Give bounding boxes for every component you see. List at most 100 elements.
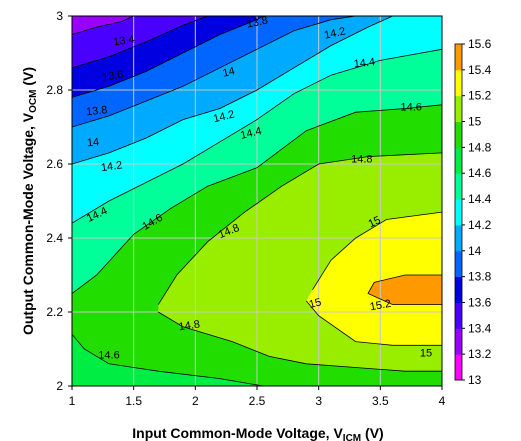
x-axis-title: Input Common-Mode Voltage, VICM (V) [132, 425, 383, 441]
contour-lines [72, 16, 442, 386]
contour-line-14-6 [72, 333, 264, 386]
contour-line-13-8 [72, 16, 264, 98]
colorbar-label: 13.8 [468, 270, 492, 284]
contour-line-14-6 [72, 104, 442, 294]
colorbar-label: 13.6 [468, 295, 492, 309]
colorbar-swatch [455, 147, 462, 174]
colorbar-label: 14.4 [468, 192, 492, 206]
colorbar-label: 15.6 [468, 37, 492, 51]
x-tick-label: 1.5 [125, 394, 142, 408]
contour-line-13-6 [72, 16, 208, 69]
colorbar-swatch [455, 250, 462, 278]
contour-label: 14.6 [400, 102, 421, 114]
contour-label-text: 13.8 [245, 14, 268, 30]
contour-label: 14 [86, 136, 99, 149]
fill-corner-14-6 [72, 334, 264, 386]
x-tick-label: 2.5 [249, 394, 266, 408]
contour-label: 15.2 [369, 298, 392, 314]
contour-label-text: 14.2 [212, 108, 236, 125]
contour-line-14-4 [72, 48, 442, 224]
contour-label-text: 13.6 [101, 69, 124, 84]
contour-label: 14.2 [212, 108, 236, 125]
colorbar-label: 14.8 [468, 140, 492, 154]
y-tick-label: 2.8 [46, 83, 63, 97]
contour-label: 14.8 [351, 153, 372, 165]
x-tick-label: 2 [192, 394, 199, 408]
x-tick-label: 4 [439, 394, 446, 408]
contour-label-text: 14.6 [98, 350, 119, 362]
contour-line-14-8 [158, 311, 442, 372]
contour-line-14-8 [157, 152, 442, 305]
contour-label: 15 [367, 214, 383, 230]
contour-label: 14.2 [100, 159, 123, 174]
colorbar-swatch [455, 224, 462, 252]
contour-line-15 [312, 211, 442, 291]
contour-line-15 [305, 300, 442, 346]
contour-label-text: 14 [86, 136, 99, 149]
colorbar-swatch [455, 95, 462, 123]
contour-label: 14.2 [323, 25, 346, 41]
colorbar-label: 14.6 [468, 166, 492, 180]
contour-line-13-4 [72, 16, 134, 35]
colorbar-swatch [455, 354, 462, 381]
contour-label-text: 13.8 [86, 104, 109, 118]
colorbar-label: 14.2 [468, 218, 492, 232]
colorbar-label: 14 [468, 244, 482, 258]
contour-label: 13.6 [101, 69, 124, 84]
contour-label: 15 [420, 348, 432, 360]
contour-label: 14.6 [98, 350, 119, 362]
contour-label-text: 14 [221, 65, 236, 80]
contour-label-text: 14.8 [178, 318, 201, 333]
contour-label-text: 14.4 [239, 125, 263, 142]
contour-label: 15 [308, 296, 323, 311]
contour-label-text: 15 [367, 214, 383, 230]
colorbar-label: 13 [468, 373, 482, 387]
contour-label-text: 13.4 [112, 34, 135, 49]
colorbar-label: 15.4 [468, 63, 492, 77]
contour-label-text: 14.8 [351, 153, 372, 165]
colorbar-swatch [455, 44, 462, 71]
contour-labels: 13.4 13.8 14.2 13.6 14 14.4 13.8 14.2 14.6 14 14.4… [85, 14, 432, 362]
x-tick-label: 3.5 [372, 394, 389, 408]
colorbar-swatch [455, 199, 462, 226]
contour-line-15-2 [367, 274, 442, 305]
contour-line-14-2 [72, 16, 393, 165]
colorbar: 13 13.2 13.4 13.6 13.8 14 14.2 14.4 14.6 14.8 15 15… [454, 37, 492, 387]
colorbar-label: 13.4 [468, 321, 492, 335]
colorbar-label: 15.2 [468, 89, 492, 103]
y-tick-label: 2 [56, 379, 63, 393]
contour-label-text: 15 [308, 296, 323, 311]
contour-line-14 [72, 16, 356, 128]
colorbar-swatch [455, 302, 462, 329]
contour-label-text: 14.2 [323, 25, 346, 41]
fill-band-15-2 [368, 275, 442, 305]
colorbar-label: 15 [468, 115, 482, 129]
contour-label-text: 14.2 [100, 159, 123, 174]
contour-label: 13.4 [112, 34, 135, 49]
y-tick-label: 3 [56, 9, 63, 23]
y-tick-label: 2.4 [46, 231, 63, 245]
colorbar-border [454, 43, 463, 381]
contour-label: 13.8 [86, 104, 109, 118]
contour-label-text: 15.2 [369, 298, 392, 314]
contour-label-text: 14.4 [353, 56, 376, 70]
colorbar-swatch [455, 173, 462, 200]
x-tick-label: 1 [69, 394, 76, 408]
colorbar-swatch [455, 121, 462, 148]
x-axis-ticks: 1 1.5 2 2.5 3 3.5 4 [69, 386, 446, 408]
contour-label: 14.8 [178, 318, 201, 333]
y-tick-label: 2.6 [46, 157, 63, 171]
colorbar-swatch [455, 328, 462, 355]
contour-label: 14.4 [353, 56, 376, 70]
x-tick-label: 3 [315, 394, 322, 408]
y-tick-label: 2.2 [46, 305, 63, 319]
grid-lines [72, 16, 442, 386]
contour-label: 14 [221, 65, 236, 80]
contour-label-text: 14.6 [400, 102, 421, 114]
y-axis-title: Output Common-Mode Voltage, VOCM (V) [20, 67, 39, 335]
contour-label-text: 15 [420, 348, 432, 360]
y-axis-ticks: 2 2.2 2.4 2.6 2.8 3 [46, 9, 72, 393]
colorbar-label: 13.2 [468, 347, 492, 361]
colorbar-swatch [455, 69, 462, 97]
